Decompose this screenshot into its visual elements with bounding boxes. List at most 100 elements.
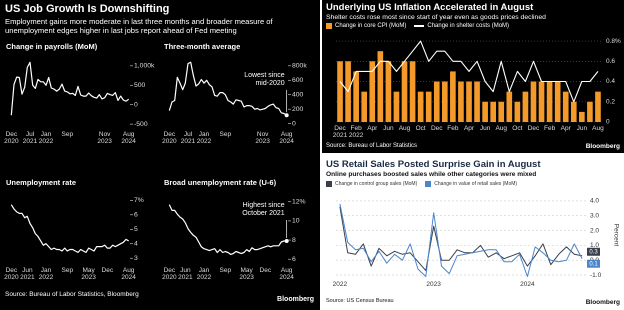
x-tick-label: Dec	[430, 125, 443, 132]
y-tick-label: 8	[292, 237, 296, 244]
bar	[458, 81, 464, 122]
chart-title: Broad unemployment rate (U-6)	[164, 178, 277, 187]
bar	[579, 111, 585, 122]
bar	[587, 101, 593, 122]
x-tick-label: 2022	[332, 281, 348, 288]
legend-label: Change in core CPI (MoM)	[335, 23, 407, 29]
retail-panel: US Retail Sales Posted Surprise Gain in …	[322, 157, 624, 310]
x-tick-label: Sep	[61, 131, 74, 138]
legend: Change in control group sales (MoM) Chang…	[326, 181, 517, 187]
brand: Bloomberg	[585, 299, 620, 306]
x-tick-label: Jan 2022	[38, 131, 54, 145]
x-tick-label: Dec	[259, 267, 272, 274]
legend: Change in core CPI (MoM) Change in shelte…	[326, 23, 509, 29]
y-tick-label: 3	[134, 255, 138, 262]
x-tick-label: Aug 2024	[121, 267, 136, 281]
bar	[393, 91, 400, 122]
x-tick-label: Dec 2020	[162, 131, 177, 145]
x-tick-label: Jan 2022	[196, 131, 212, 145]
x-tick-label: Sep	[61, 267, 74, 274]
bar	[385, 61, 392, 122]
x-tick-label: Dec 2020	[4, 267, 19, 281]
x-tick-label: Dec 2020	[162, 267, 177, 281]
bar	[474, 81, 480, 122]
y-tick-label: 0.8%	[606, 38, 621, 45]
x-tick-label: Aug 2024	[121, 131, 136, 145]
y-tick-label: 0	[292, 120, 296, 127]
annotation: Lowest since mid-2020	[244, 72, 285, 87]
x-tick-label: Dec	[527, 125, 540, 132]
chart: 0 0.2 0.4 0.6 0.8% Dec 2021 Feb 2022 Apr Jun Aug O…	[322, 30, 624, 140]
end-label: 0.3	[589, 249, 598, 255]
chart-title: Three-month average	[164, 42, 241, 51]
y-tick-label: 10	[292, 218, 300, 225]
bar	[361, 91, 368, 122]
x-tick-label: Apr	[463, 125, 475, 132]
x-tick-label: Feb	[543, 125, 556, 132]
x-tick-label: Aug 2024	[279, 267, 294, 281]
bar	[353, 71, 359, 122]
line-series	[168, 204, 287, 255]
chart: Change in payrolls (MoM) 1,000k 500 0 -500 De…	[4, 40, 160, 150]
y-tick-label: 0.6	[606, 58, 615, 65]
y-tick-label: 0.2	[606, 98, 615, 105]
legend-swatch	[425, 181, 432, 187]
bar	[425, 91, 432, 122]
chart-subtitle: Shelter costs rose most since start of y…	[326, 14, 546, 21]
bar	[377, 51, 384, 122]
legend-label: Change in value of retail sales (MoM)	[434, 181, 518, 187]
line-series	[168, 61, 288, 116]
legend-swatch	[414, 25, 425, 27]
x-tick-label: Jul 2021	[22, 131, 38, 145]
bar	[546, 81, 553, 122]
plot: 800k 600 400 200 0	[168, 61, 307, 127]
highlight-point	[284, 239, 289, 244]
bar	[401, 61, 408, 122]
chart: Unemployment rate 7% 6 5 4 3 Dec 2020 Jun 2021 J…	[4, 176, 160, 286]
x-tick-label: Jul 2021	[180, 131, 196, 145]
brand: Bloomberg	[585, 143, 620, 150]
y-tick-label: 6	[292, 256, 296, 263]
bar	[450, 71, 456, 122]
plot: 12% 10 8 6	[168, 199, 306, 263]
y-tick-label: 200	[292, 106, 304, 113]
bar	[441, 81, 448, 122]
bar	[417, 91, 424, 122]
line-series	[339, 40, 599, 103]
x-tick-label: Dec 2021	[332, 125, 348, 139]
bar	[498, 101, 505, 122]
chart-subtitle: Online purchases boosted sales while oth…	[326, 171, 537, 178]
x-tick-label: Sep	[219, 267, 232, 274]
x-tick-label: Aug	[398, 125, 411, 132]
line-series	[10, 61, 130, 116]
legend-item: Change in value of retail sales (MoM)	[425, 181, 517, 187]
x-tick-label: Aug	[592, 125, 604, 132]
legend-item: Change in control group sales (MoM)	[326, 181, 417, 187]
panel-subtitle: Employment gains more moderate in last t…	[5, 17, 273, 35]
y-tick-label: 7%	[134, 197, 144, 204]
line-series	[339, 203, 583, 277]
bar	[369, 61, 376, 122]
source: Source: Bureau of Labor Statistics	[326, 143, 418, 149]
y-tick-label: 0	[134, 101, 138, 108]
bar	[530, 81, 537, 122]
bar	[433, 81, 440, 122]
legend-label: Change in control group sales (MoM)	[335, 181, 418, 187]
x-tick-label: Jan 2022	[196, 267, 212, 281]
y-tick-label: 800k	[292, 63, 307, 70]
x-tick-label: Apr	[560, 125, 571, 132]
y-tick-label: -1.0	[590, 272, 602, 279]
brand: Bloomberg	[277, 296, 314, 303]
x-tick-label: Nov 2023	[255, 131, 270, 145]
chart: Broad unemployment rate (U-6) 12% 10 8 6 Dec …	[162, 176, 318, 286]
y-tick-label: 12%	[292, 199, 306, 206]
y-tick-label: 0	[606, 119, 610, 126]
legend-swatch	[326, 181, 332, 187]
x-tick-label: Aug	[495, 125, 508, 132]
bar	[595, 91, 601, 122]
y-tick-label: 1.0	[590, 242, 599, 249]
chart-title: Underlying US Inflation Accelerated in A…	[326, 2, 534, 13]
x-tick-label: Apr	[367, 125, 378, 132]
bar	[409, 61, 416, 122]
